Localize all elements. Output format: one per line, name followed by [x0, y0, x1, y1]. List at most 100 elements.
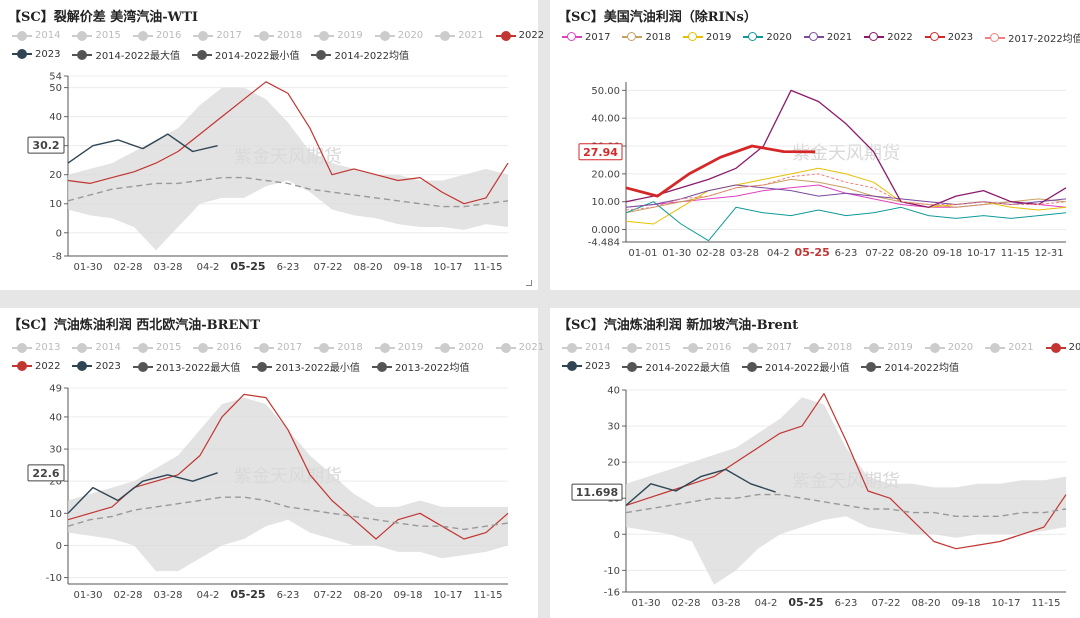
legend-label: 2019: [705, 31, 732, 43]
legend-item-2022[interactable]: 2022: [495, 30, 544, 42]
legend-item-2023[interactable]: 2023: [12, 49, 60, 61]
legend-item-2017[interactable]: 2017: [743, 342, 792, 354]
legend-label: 2020: [458, 342, 484, 353]
legend-item-2014[interactable]: 2014: [562, 342, 610, 354]
legend-item-2018[interactable]: 2018: [253, 30, 303, 42]
legend-item-2020[interactable]: 2020: [924, 342, 973, 354]
resize-handle-icon[interactable]: [526, 280, 532, 286]
legend-item-2021[interactable]: 2021: [435, 30, 484, 42]
legend-item-2022[interactable]: 2022: [12, 361, 60, 373]
series-line-2023[interactable]: [625, 144, 816, 198]
legend-item-2014-2022[interactable]: 2014-2022均值: [311, 47, 409, 62]
legend-item-2014-2022[interactable]: 2014-2022最大值: [622, 359, 730, 374]
legend-item-2023[interactable]: 2023: [562, 361, 610, 373]
chart-title: 【SC】美国汽油利润（除RINs）: [558, 10, 757, 25]
x-tick-label: 11-15: [473, 262, 502, 273]
legend-marker-icon: [741, 361, 762, 372]
legend-item-2015[interactable]: 2015: [72, 30, 121, 42]
legend-item-2013[interactable]: 2013: [12, 342, 60, 354]
legend-item-2022[interactable]: 2022: [1045, 342, 1080, 354]
legend-label: 2018: [276, 30, 303, 41]
legend-row: 2023 2014-2022最大值 2014-2022最小值 2014-2022均值: [12, 47, 421, 63]
y-tick-label: 30: [49, 445, 62, 456]
legend-item-2013-2022[interactable]: 2013-2022均值: [371, 359, 469, 374]
x-tick-label: 02-28: [113, 590, 142, 601]
series-line-2022[interactable]: [67, 393, 509, 540]
legend-item-2014-2022[interactable]: 2014-2022最小值: [191, 47, 299, 62]
legend-item-2019[interactable]: 2019: [864, 342, 913, 354]
legend-item-2013-2022[interactable]: 2013-2022最大值: [132, 359, 240, 374]
legend-item-2014-2022[interactable]: 2014-2022均值: [861, 359, 959, 374]
series-line-2023[interactable]: [625, 468, 776, 506]
legend-label: 2021: [518, 342, 545, 353]
legend-item-2021[interactable]: 2021: [803, 32, 852, 44]
legend-item-2020[interactable]: 2020: [435, 342, 484, 354]
legend-item-2014-2022[interactable]: 2014-2022最小值: [741, 359, 850, 374]
series-line-2021[interactable]: [625, 184, 1067, 208]
series-line-2022[interactable]: [625, 392, 1067, 550]
legend-label: 2014: [95, 342, 121, 353]
legend-marker-icon: [435, 30, 456, 41]
x-tick-label: 09-18: [393, 262, 422, 273]
legend-item-2016[interactable]: 2016: [682, 342, 731, 354]
legend-item-2021[interactable]: 2021: [495, 342, 545, 354]
legend-item-2020[interactable]: 2020: [374, 30, 423, 42]
legend-item-2017[interactable]: 2017: [193, 30, 242, 42]
y-tick-label: 50.00: [591, 86, 620, 97]
series-line-2023[interactable]: [67, 133, 218, 164]
x-tick-label: 07-22: [865, 248, 894, 259]
y-tick-label: -16: [604, 588, 620, 599]
legend-item-2016[interactable]: 2016: [132, 30, 181, 42]
legend-item-2017[interactable]: 2017: [253, 342, 302, 354]
series-line-2023[interactable]: [67, 472, 218, 514]
legend-marker-icon: [374, 342, 395, 353]
legend-marker-icon: [682, 342, 703, 353]
legend-label: 2015: [95, 30, 121, 41]
legend-item-2016[interactable]: 2016: [193, 342, 242, 354]
series-line-2017[interactable]: [625, 184, 1067, 208]
legend-item-2018[interactable]: 2018: [803, 342, 852, 354]
series-line-2019[interactable]: [625, 167, 1067, 225]
legend-item-2020[interactable]: 2020: [743, 32, 792, 44]
series-line-2022[interactable]: [67, 81, 509, 205]
series-line-2020[interactable]: [625, 201, 1067, 242]
legend-marker-icon: [861, 361, 882, 372]
min-max-band: [68, 397, 508, 572]
series-line-2017-2022[interactable]: [625, 173, 1067, 211]
x-tick-label: 01-30: [662, 248, 691, 259]
legend-marker-icon: [253, 30, 274, 41]
legend-item-2017[interactable]: 2017: [562, 32, 610, 44]
legend-item-2019[interactable]: 2019: [682, 31, 732, 44]
legend-marker-icon: [371, 361, 392, 372]
y-tick-label: 40: [49, 412, 62, 423]
legend-label: 2014-2022最小值: [764, 363, 850, 374]
series-line-2014-2022[interactable]: [67, 176, 509, 208]
legend-item-2023[interactable]: 2023: [924, 32, 973, 44]
legend-item-2022[interactable]: 2022: [864, 31, 913, 44]
y-tick-label: 0: [56, 228, 62, 239]
legend-label: 2013-2022最小值: [275, 363, 360, 374]
legend-item-2014[interactable]: 2014: [12, 30, 60, 42]
legend-item-2014-2022[interactable]: 2014-2022最大值: [72, 47, 180, 62]
x-tick-label: 10-17: [991, 598, 1020, 609]
legend-label: 2022: [887, 31, 913, 43]
legend-item-2015[interactable]: 2015: [132, 342, 181, 354]
legend-item-2018[interactable]: 2018: [622, 32, 671, 44]
x-tick-label: 03-28: [730, 248, 759, 259]
legend-item-2013-2022[interactable]: 2013-2022最小值: [252, 359, 360, 374]
legend-item-2021[interactable]: 2021: [985, 342, 1034, 354]
series-line-2013-2022[interactable]: [67, 496, 509, 531]
legend-item-2015[interactable]: 2015: [622, 342, 671, 354]
series-line-2014-2022[interactable]: [625, 493, 1067, 518]
series-line-2022[interactable]: [625, 89, 1067, 208]
x-tick-label: 6-23: [835, 598, 858, 609]
legend-item-2019[interactable]: 2019: [374, 342, 423, 354]
legend-item-2019[interactable]: 2019: [314, 30, 363, 42]
legend-item-2014[interactable]: 2014: [72, 342, 121, 354]
legend-item-2018[interactable]: 2018: [314, 342, 363, 354]
legend-item-2023[interactable]: 2023: [72, 361, 121, 373]
y-tick-label: 0.000: [591, 225, 620, 236]
legend-label: 2019: [887, 342, 913, 353]
current-value-label: 22.6: [32, 467, 59, 480]
legend-item-2017-2022[interactable]: 2017-2022均值: [985, 30, 1080, 45]
